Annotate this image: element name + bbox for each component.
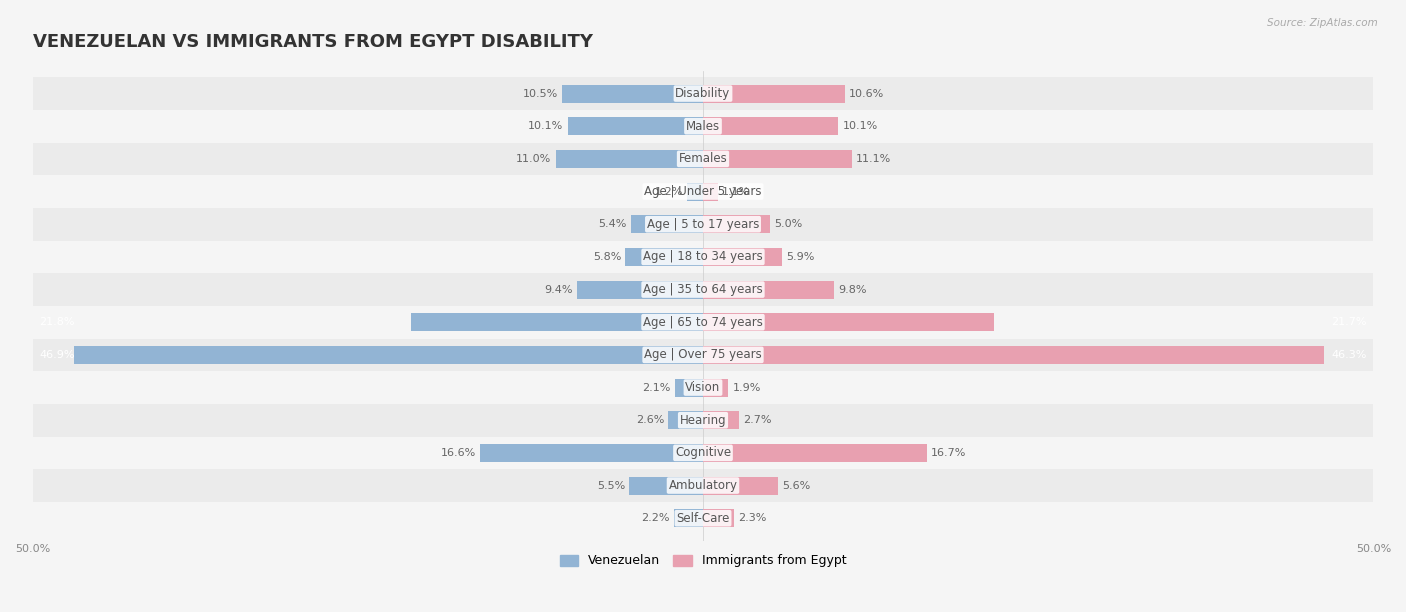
Text: Age | Under 5 years: Age | Under 5 years xyxy=(644,185,762,198)
Bar xyxy=(630,477,703,494)
Bar xyxy=(668,411,703,429)
Bar xyxy=(32,208,1374,241)
Bar xyxy=(703,150,852,168)
Bar xyxy=(32,436,1374,469)
Text: 1.9%: 1.9% xyxy=(733,382,761,392)
Bar xyxy=(32,241,1374,273)
Bar xyxy=(703,215,770,233)
Text: Age | 5 to 17 years: Age | 5 to 17 years xyxy=(647,218,759,231)
Text: 5.4%: 5.4% xyxy=(598,219,627,230)
Text: 2.2%: 2.2% xyxy=(641,513,669,523)
Text: 11.1%: 11.1% xyxy=(856,154,891,164)
Text: 9.4%: 9.4% xyxy=(544,285,574,294)
Bar xyxy=(675,379,703,397)
Text: Age | 35 to 64 years: Age | 35 to 64 years xyxy=(643,283,763,296)
Text: 2.7%: 2.7% xyxy=(744,415,772,425)
Bar xyxy=(703,118,838,135)
Text: 46.9%: 46.9% xyxy=(39,350,75,360)
Bar xyxy=(626,248,703,266)
Bar xyxy=(631,215,703,233)
Legend: Venezuelan, Immigrants from Egypt: Venezuelan, Immigrants from Egypt xyxy=(554,550,852,572)
Bar xyxy=(568,118,703,135)
Text: 10.1%: 10.1% xyxy=(529,121,564,131)
Text: Age | 18 to 34 years: Age | 18 to 34 years xyxy=(643,250,763,263)
Text: Source: ZipAtlas.com: Source: ZipAtlas.com xyxy=(1267,18,1378,28)
Text: 5.9%: 5.9% xyxy=(786,252,814,262)
Bar xyxy=(688,182,703,201)
Text: 2.1%: 2.1% xyxy=(643,382,671,392)
Bar xyxy=(562,84,703,103)
Text: Self-Care: Self-Care xyxy=(676,512,730,524)
Text: 5.6%: 5.6% xyxy=(782,480,810,491)
Text: 46.3%: 46.3% xyxy=(1331,350,1367,360)
Text: Age | Over 75 years: Age | Over 75 years xyxy=(644,348,762,361)
Bar xyxy=(703,346,1324,364)
Bar xyxy=(703,182,717,201)
Text: 21.8%: 21.8% xyxy=(39,317,75,327)
Text: 21.7%: 21.7% xyxy=(1331,317,1367,327)
Bar xyxy=(555,150,703,168)
Text: 2.6%: 2.6% xyxy=(636,415,664,425)
Text: VENEZUELAN VS IMMIGRANTS FROM EGYPT DISABILITY: VENEZUELAN VS IMMIGRANTS FROM EGYPT DISA… xyxy=(32,34,592,51)
Text: Ambulatory: Ambulatory xyxy=(668,479,738,492)
Text: Disability: Disability xyxy=(675,87,731,100)
Text: Vision: Vision xyxy=(685,381,721,394)
Bar xyxy=(703,444,927,462)
Text: Cognitive: Cognitive xyxy=(675,446,731,460)
Bar xyxy=(32,469,1374,502)
Text: 5.5%: 5.5% xyxy=(598,480,626,491)
Text: 9.8%: 9.8% xyxy=(838,285,868,294)
Text: 1.2%: 1.2% xyxy=(655,187,683,196)
Bar xyxy=(703,509,734,527)
Text: 1.1%: 1.1% xyxy=(721,187,749,196)
Bar xyxy=(32,306,1374,338)
Bar xyxy=(703,313,994,331)
Bar xyxy=(32,371,1374,404)
Bar xyxy=(703,84,845,103)
Text: 10.1%: 10.1% xyxy=(842,121,877,131)
Text: 2.3%: 2.3% xyxy=(738,513,766,523)
Bar xyxy=(75,346,703,364)
Text: Females: Females xyxy=(679,152,727,165)
Bar xyxy=(703,379,728,397)
Bar xyxy=(703,411,740,429)
Text: Males: Males xyxy=(686,120,720,133)
Text: Hearing: Hearing xyxy=(679,414,727,427)
Bar xyxy=(32,404,1374,436)
Bar xyxy=(576,280,703,299)
Bar xyxy=(703,248,782,266)
Bar xyxy=(703,280,834,299)
Bar xyxy=(32,338,1374,371)
Bar xyxy=(481,444,703,462)
Text: 16.7%: 16.7% xyxy=(931,448,966,458)
Bar xyxy=(32,175,1374,208)
Bar xyxy=(32,77,1374,110)
Text: 16.6%: 16.6% xyxy=(441,448,477,458)
Bar xyxy=(32,110,1374,143)
Text: Age | 65 to 74 years: Age | 65 to 74 years xyxy=(643,316,763,329)
Bar xyxy=(32,143,1374,175)
Text: 5.0%: 5.0% xyxy=(775,219,803,230)
Bar xyxy=(32,502,1374,534)
Bar xyxy=(673,509,703,527)
Bar xyxy=(411,313,703,331)
Bar xyxy=(703,477,778,494)
Text: 10.5%: 10.5% xyxy=(523,89,558,99)
Bar xyxy=(32,273,1374,306)
Text: 5.8%: 5.8% xyxy=(593,252,621,262)
Text: 10.6%: 10.6% xyxy=(849,89,884,99)
Text: 11.0%: 11.0% xyxy=(516,154,551,164)
